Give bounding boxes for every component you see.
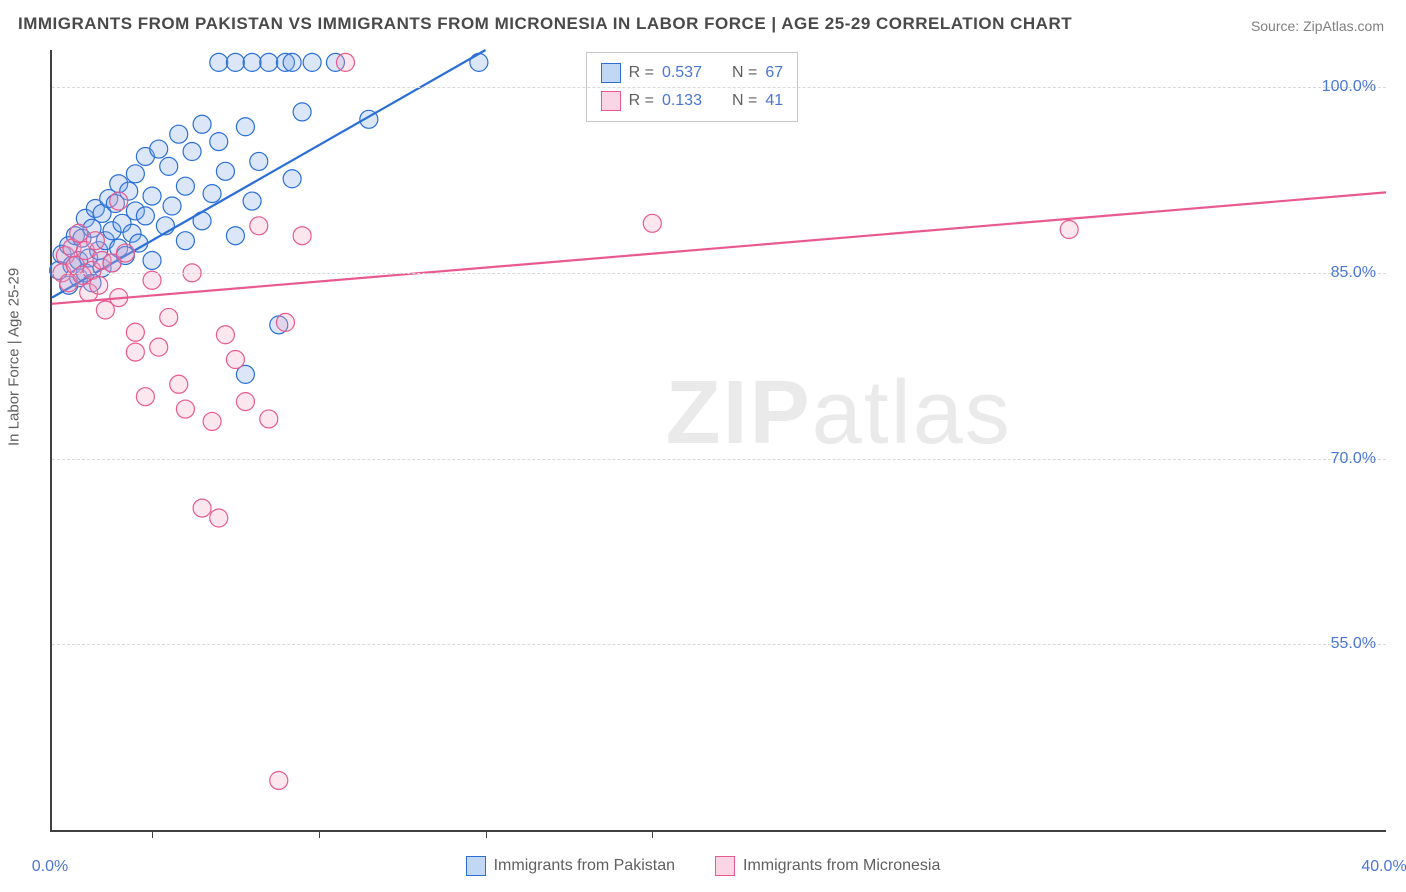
data-point [143,187,161,205]
data-point [643,214,661,232]
y-tick-label: 70.0% [1331,450,1376,468]
x-tick-label: 0.0% [32,858,68,876]
source-attribution: Source: ZipAtlas.com [1251,18,1384,34]
data-point [210,133,228,151]
data-point [176,400,194,418]
data-point [160,308,178,326]
legend-item: Immigrants from Pakistan [466,856,675,876]
series-legend: Immigrants from Pakistan Immigrants from … [0,856,1406,876]
data-point [283,170,301,188]
gridline-horizontal [52,273,1386,274]
gridline-horizontal [52,644,1386,645]
legend-swatch [601,91,621,111]
data-point [293,103,311,121]
y-tick-label: 85.0% [1331,264,1376,282]
data-point [236,118,254,136]
data-point [293,227,311,245]
gridline-horizontal [52,87,1386,88]
data-point [276,313,294,331]
data-point [143,251,161,269]
y-tick-label: 100.0% [1322,78,1376,96]
x-tick-minor [652,830,653,838]
legend-n-value: 41 [765,87,783,115]
data-point [336,53,354,71]
data-point [126,323,144,341]
data-point [193,115,211,133]
data-point [116,244,134,262]
legend-item: Immigrants from Micronesia [715,856,940,876]
data-point [136,207,154,225]
data-point [110,192,128,210]
x-tick-minor [152,830,153,838]
legend-swatch [715,856,735,876]
data-point [226,53,244,71]
data-point [163,197,181,215]
data-point [283,53,301,71]
data-point [216,326,234,344]
legend-r-label: R = [629,87,654,115]
data-point [236,393,254,411]
data-point [226,227,244,245]
data-point [260,53,278,71]
y-axis-label: In Labor Force | Age 25-29 [6,268,23,446]
data-point [216,162,234,180]
legend-label: Immigrants from Micronesia [743,857,940,875]
data-point [203,185,221,203]
data-point [260,410,278,428]
x-tick-minor [486,830,487,838]
x-tick-label: 40.0% [1361,858,1406,876]
legend-label: Immigrants from Pakistan [494,857,675,875]
data-point [193,499,211,517]
gridline-horizontal [52,459,1386,460]
data-point [470,53,488,71]
scatter-plot-svg [52,50,1386,830]
data-point [126,165,144,183]
legend-r-value: 0.133 [662,87,702,115]
data-point [90,276,108,294]
y-tick-label: 55.0% [1331,635,1376,653]
legend-n-label: N = [732,87,757,115]
data-point [1060,221,1078,239]
legend-swatch [466,856,486,876]
data-point [176,177,194,195]
chart-title: IMMIGRANTS FROM PAKISTAN VS IMMIGRANTS F… [18,14,1072,34]
data-point [86,232,104,250]
data-point [183,143,201,161]
data-point [70,224,88,242]
data-point [226,351,244,369]
data-point [210,509,228,527]
data-point [210,53,228,71]
data-point [270,771,288,789]
x-tick-minor [319,830,320,838]
data-point [143,271,161,289]
legend-row: R = 0.537 N = 67 [601,59,784,87]
data-point [243,192,261,210]
data-point [250,152,268,170]
legend-swatch [601,63,621,83]
legend-row: R = 0.133 N = 41 [601,87,784,115]
data-point [170,125,188,143]
data-point [126,343,144,361]
data-point [176,232,194,250]
data-point [150,338,168,356]
chart-plot-area: ZIPatlas R =0.537N =67R =0.133N =41 55.0… [50,50,1386,832]
data-point [250,217,268,235]
data-point [150,140,168,158]
data-point [170,375,188,393]
legend-r-value: 0.537 [662,59,702,87]
legend-n-label: N = [732,59,757,87]
data-point [203,412,221,430]
legend-n-value: 67 [765,59,783,87]
data-point [303,53,321,71]
data-point [136,388,154,406]
data-point [160,157,178,175]
data-point [243,53,261,71]
legend-r-label: R = [629,59,654,87]
